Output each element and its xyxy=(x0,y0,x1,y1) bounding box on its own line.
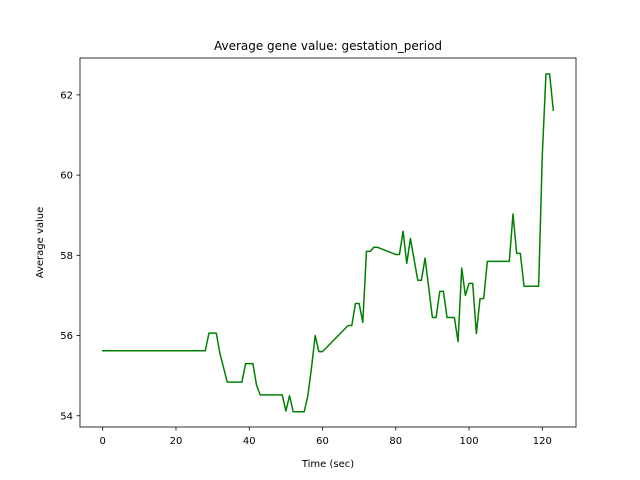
x-tick-label: 100 xyxy=(459,436,478,447)
chart-title: Average gene value: gestation_period xyxy=(214,39,442,53)
y-tick-label: 60 xyxy=(60,171,73,182)
x-tick-label: 60 xyxy=(316,436,329,447)
series-line xyxy=(101,73,555,413)
plot-background xyxy=(80,58,576,427)
x-tick-label: 120 xyxy=(533,436,552,447)
plot-frame xyxy=(79,57,577,428)
y-tick-label: 62 xyxy=(60,90,73,101)
x-axis-ticks: 0 20 40 60 80 100 120 xyxy=(100,427,552,447)
x-axis-label: Time (sec) xyxy=(301,459,354,470)
x-tick-label: 0 xyxy=(100,436,106,447)
plot-area xyxy=(80,58,576,427)
y-tick-label: 54 xyxy=(60,411,73,422)
series-layer xyxy=(101,73,555,413)
x-tick-label: 20 xyxy=(170,436,183,447)
y-axis-label: Average value xyxy=(35,207,46,279)
y-tick-label: 58 xyxy=(60,251,73,262)
y-axis-ticks: 54 56 58 60 62 xyxy=(60,90,80,422)
x-tick-label: 40 xyxy=(243,436,256,447)
y-tick-label: 56 xyxy=(60,331,73,342)
x-tick-label: 80 xyxy=(389,436,402,447)
